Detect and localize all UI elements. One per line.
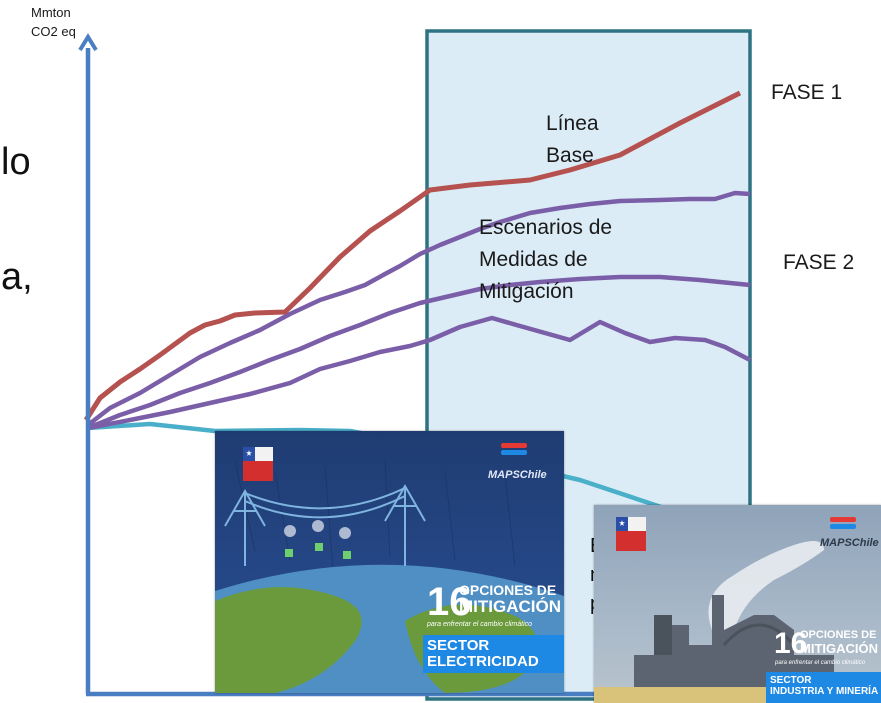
- cover-industry-brand: MAPSChile: [820, 537, 879, 549]
- scenarios-label-line3: Mitigación: [479, 279, 574, 303]
- cover-industry-title-line2: MITIGACIÓN: [800, 640, 878, 656]
- cover-industry-sector: SECTOR INDUSTRIA Y MINERÍA: [770, 675, 879, 697]
- clipped-text-fragment-1: lo: [1, 141, 31, 183]
- cover-industry-mining: MAPSChile 16 OPCIONES DE MITIGACIÓN para…: [594, 505, 881, 703]
- cover-industry-number: 16: [774, 627, 808, 660]
- cover-electricity-gov-logo: [243, 447, 273, 481]
- cover-industry-gov-logo: [616, 517, 646, 551]
- baseline-label-line2: Base: [546, 143, 594, 167]
- scenarios-label: Escenarios de Medidas de Mitigación: [479, 212, 612, 308]
- cover-industry-title: OPCIONES DE MITIGACIÓN: [800, 629, 878, 656]
- cover-industry-sector-line1: SECTOR: [770, 675, 812, 686]
- cover-electricity-subtitle: para enfrentar el cambio climático: [427, 621, 533, 628]
- baseline-label: Línea Base: [546, 108, 599, 171]
- scenario-line-low: [87, 315, 752, 431]
- cover-industry-title-line1: OPCIONES DE: [800, 629, 877, 641]
- cover-industry-sector-line2: INDUSTRIA Y MINERÍA: [770, 685, 879, 697]
- cover-electricity-sector-line2: ELECTRICIDAD: [427, 652, 539, 670]
- cover-electricity-title-line1: OPCIONES DE: [459, 582, 557, 598]
- baseline-label-line1: Línea: [546, 112, 599, 135]
- cover-industry-subtitle: para enfrentar el cambio climático: [775, 660, 866, 666]
- cover-electricity-title-line2: MITIGACIÓN: [459, 596, 561, 616]
- y-axis-label: Mmton CO2 eq: [31, 4, 76, 42]
- y-axis-label-line1: Mmton: [31, 5, 71, 20]
- scenarios-label-line1: Escenarios de: [479, 216, 613, 239]
- cover-electricity-title: OPCIONES DE MITIGACIÓN: [459, 583, 561, 616]
- cover-electricity-maps-logo-icon: [501, 443, 527, 463]
- scenario-line-mid: [87, 274, 751, 431]
- clipped-text-fragment-2: a,: [1, 256, 33, 298]
- scenarios-label-line2: Medidas de: [479, 247, 588, 271]
- cover-electricity: MAPSChile 16 OPCIONES DE MITIGACIÓN para…: [215, 431, 564, 693]
- scenario-line-high: [86, 190, 751, 427]
- cover-industry-maps-logo-icon: [830, 517, 856, 537]
- phase-2-label: FASE 2: [783, 251, 855, 274]
- cover-industry-sector-band: [766, 672, 881, 703]
- cover-electricity-sector-band: [423, 635, 564, 673]
- cover-electricity-brand: MAPSChile: [488, 469, 547, 481]
- y-axis-arrowhead: [78, 33, 98, 52]
- phase-1-label: FASE 1: [771, 81, 843, 104]
- cover-electricity-sector-line1: SECTOR: [427, 637, 490, 654]
- y-axis-label-line2: CO2 eq: [31, 23, 76, 39]
- baseline-line: [83, 90, 742, 422]
- cover-electricity-sector: SECTOR ELECTRICIDAD: [427, 638, 539, 670]
- cover-electricity-number: 16: [427, 580, 472, 624]
